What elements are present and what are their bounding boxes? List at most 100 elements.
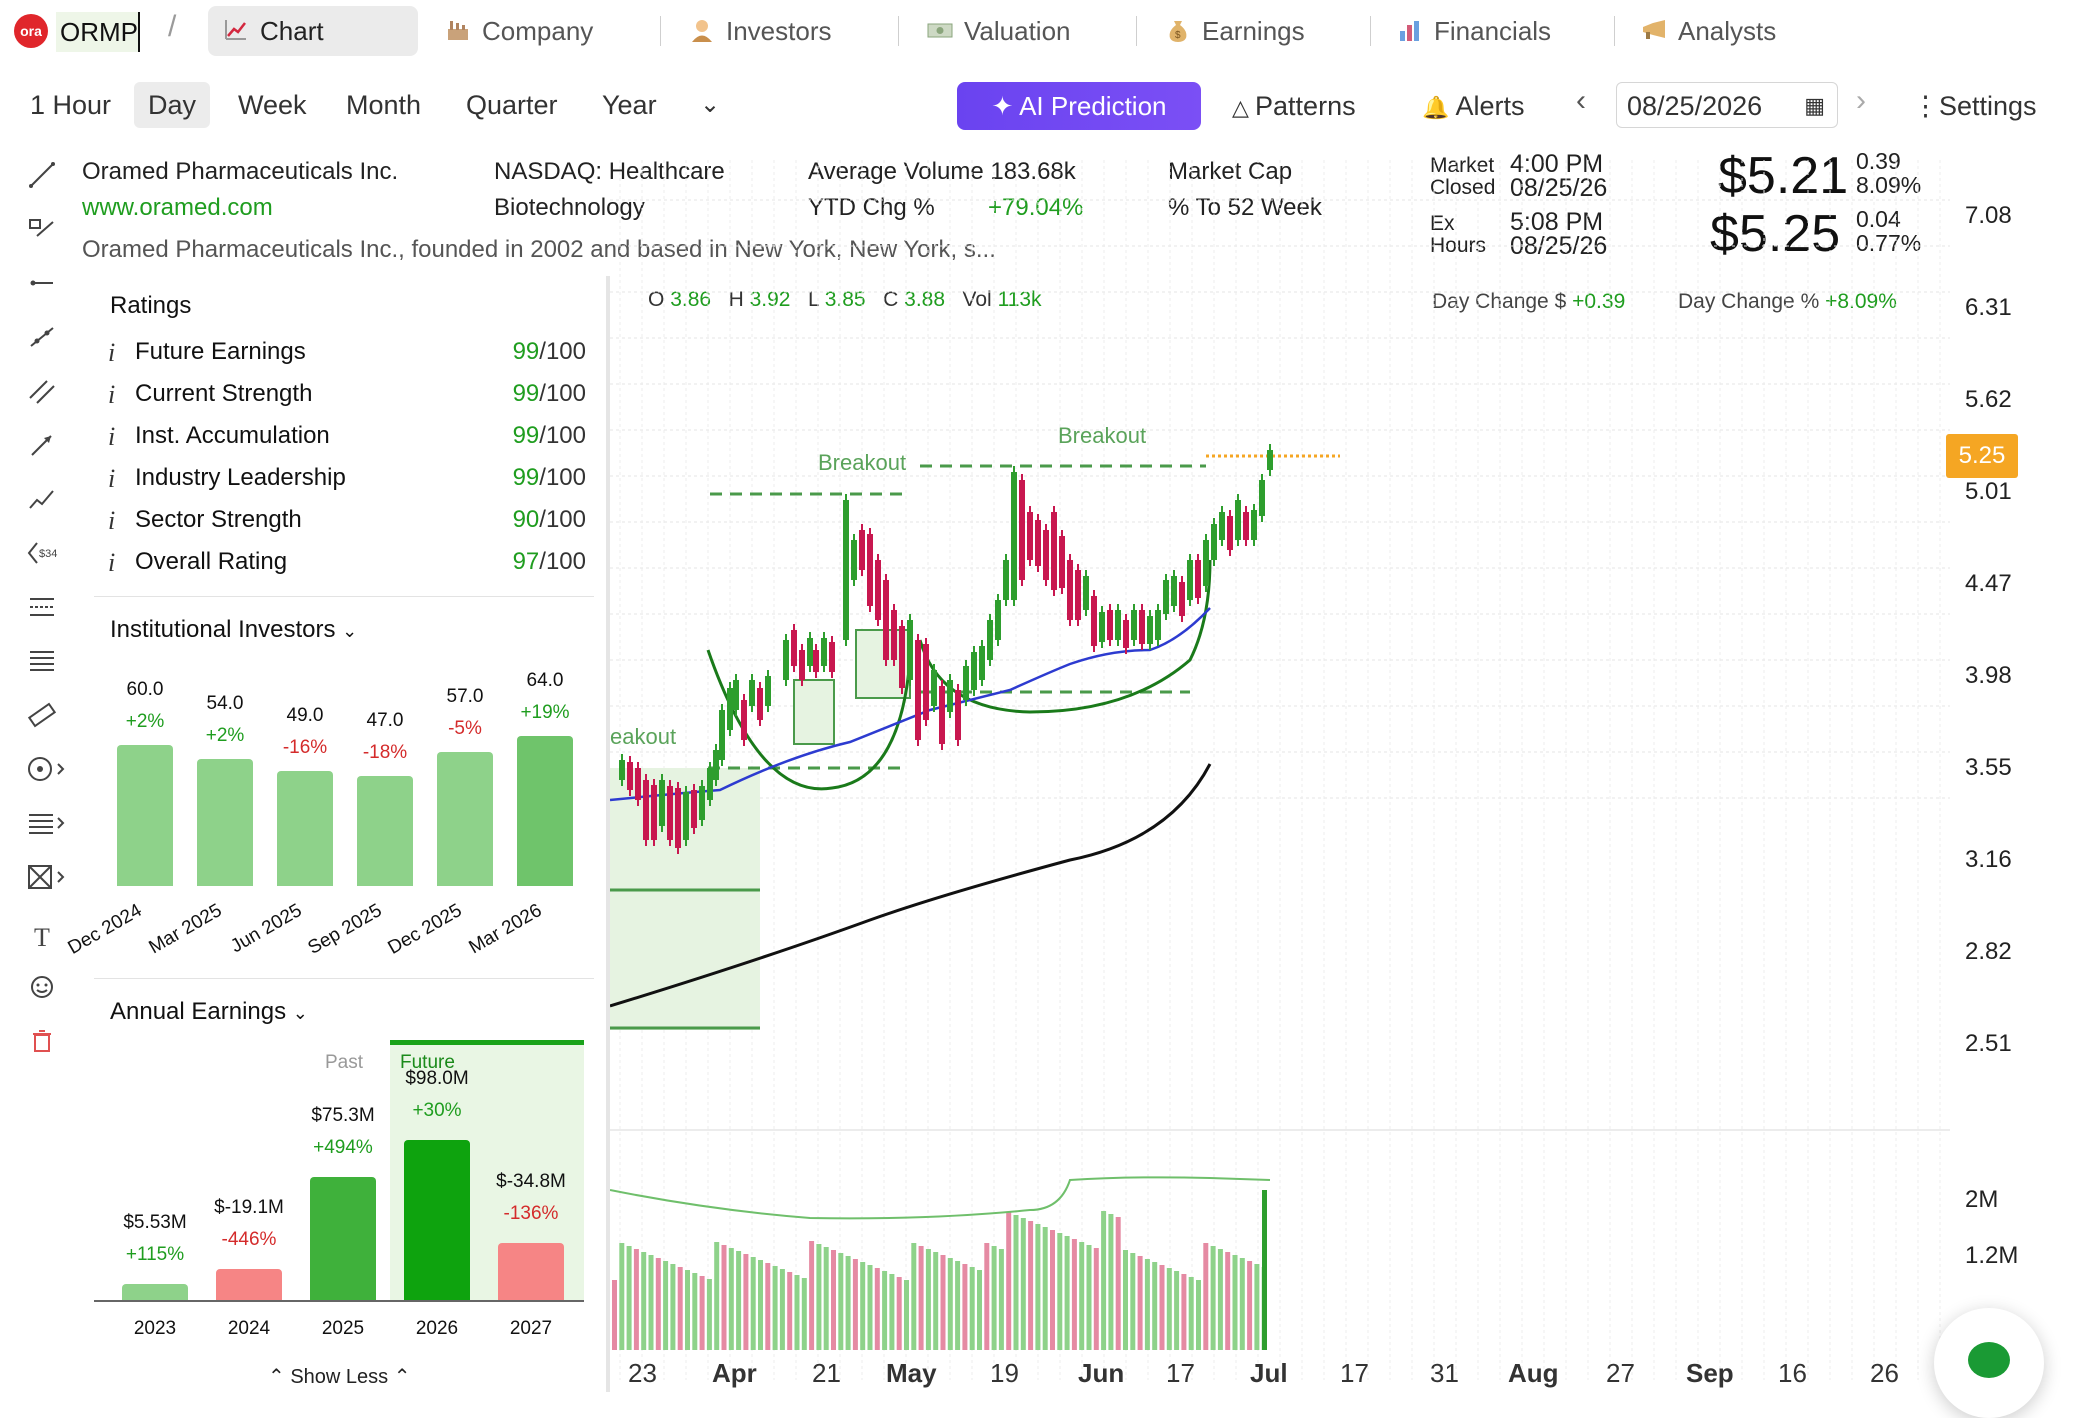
earnings-year-label: 2027 — [509, 1318, 553, 1339]
kebab-menu-icon: ⋮ — [1912, 91, 1939, 121]
volume-value: 113k — [997, 288, 1042, 311]
info-icon[interactable]: i — [108, 506, 116, 535]
rating-max: /100 — [539, 506, 586, 533]
tab-financials[interactable]: Financials — [1382, 6, 1565, 56]
timeframe-1-hour[interactable]: 1 Hour — [30, 90, 112, 120]
svg-text:$: $ — [1175, 30, 1181, 41]
rating-score: 97/100 — [512, 548, 586, 575]
ticker-search-input[interactable]: ORMP — [56, 12, 140, 52]
price-chart[interactable]: Breakout Breakout eakout — [610, 140, 1950, 1392]
timeframe-quarter[interactable]: Quarter — [466, 90, 558, 120]
extended-line-tool-icon[interactable] — [18, 322, 66, 362]
polyline-tool-icon[interactable] — [18, 484, 66, 524]
lines-menu-tool-icon[interactable] — [18, 808, 78, 848]
panel-resize-handle[interactable] — [606, 276, 610, 1392]
text-tool-icon[interactable]: T — [34, 923, 50, 952]
horizontal-line-tool-icon[interactable] — [18, 268, 66, 308]
company-website-link[interactable]: www.oramed.com — [82, 194, 273, 221]
tab-valuation[interactable]: Valuation — [912, 6, 1085, 56]
alerts-button[interactable]: 🔔 Alerts — [1422, 82, 1525, 130]
trash-delete-icon[interactable] — [18, 1026, 66, 1066]
rating-row[interactable]: i Industry Leadership 99/100 — [108, 458, 586, 498]
bell-icon: 🔔 — [1422, 95, 1456, 120]
volume-bars — [612, 1190, 1267, 1350]
fib-retracement-tool-icon[interactable] — [18, 592, 66, 632]
trendline-tool-icon[interactable] — [18, 160, 66, 200]
rating-row[interactable]: i Sector Strength 90/100 — [108, 500, 586, 540]
day-change-percent: Day Change % +8.09% — [1678, 290, 1897, 314]
arrow-tool-icon[interactable] — [18, 430, 66, 470]
info-icon[interactable]: i — [108, 422, 116, 451]
timeframe-week[interactable]: Week — [238, 90, 307, 120]
date-axis-label: 31 — [1430, 1358, 1459, 1388]
institutional-bar-change: -5% — [448, 718, 482, 740]
info-icon[interactable]: i — [108, 338, 116, 367]
ai-prediction-button[interactable]: ✦ AI Prediction — [957, 82, 1201, 130]
info-icon[interactable]: i — [108, 464, 116, 493]
price-range-tool-icon[interactable]: $34 — [18, 538, 66, 578]
chat-support-button[interactable] — [1934, 1308, 2044, 1418]
section-divider — [94, 596, 594, 597]
info-icon[interactable]: i — [108, 548, 116, 577]
tab-company[interactable]: Company — [430, 6, 607, 56]
tab-investors[interactable]: Investors — [674, 6, 846, 56]
date-prev-chevron-icon[interactable]: ‹ — [1576, 84, 1586, 117]
show-less-button[interactable]: ⌃ Show Less ⌃ — [268, 1364, 411, 1389]
settings-button[interactable]: ⋮Settings — [1912, 82, 2037, 130]
institutional-investors-title[interactable]: Institutional Investors ⌄ — [110, 616, 357, 644]
chevron-down-icon: ⌄ — [342, 621, 358, 641]
rating-row[interactable]: i Overall Rating 97/100 — [108, 542, 586, 582]
timeframe-day[interactable]: Day — [134, 82, 211, 128]
ex-hours-change-pct: 0.77% — [1856, 230, 1922, 256]
breakout-labels: Breakout Breakout eakout — [610, 423, 1146, 749]
alerts-label: Alerts — [1455, 91, 1525, 121]
emoji-tool-icon[interactable] — [18, 972, 66, 1012]
earnings-bar-value: $5.53M — [123, 1212, 187, 1233]
timeframe-year[interactable]: Year — [602, 90, 657, 120]
price-change: 0.39 — [1856, 148, 1901, 174]
fib-extension-tool-icon[interactable] — [18, 646, 66, 686]
rating-row[interactable]: i Current Strength 99/100 — [108, 374, 586, 414]
day-change-value: +0.39 — [1572, 290, 1626, 313]
tab-chart[interactable]: Chart — [208, 6, 418, 56]
date-next-chevron-icon[interactable]: › — [1856, 84, 1866, 117]
company-name: Oramed Pharmaceuticals Inc. — [82, 158, 399, 185]
info-icon[interactable]: i — [108, 380, 116, 409]
earnings-bar-value: $-34.8M — [496, 1171, 566, 1193]
rating-row[interactable]: i Inst. Accumulation 99/100 — [108, 416, 586, 456]
tab-analysts[interactable]: Analysts — [1626, 6, 1790, 56]
earnings-bar-value: $98.0M — [405, 1068, 469, 1089]
rating-row[interactable]: i Future Earnings 99/100 — [108, 332, 586, 372]
rating-score: 99/100 — [512, 338, 586, 365]
institutional-bar-value: 64.0 — [526, 670, 564, 691]
annual-earnings-title[interactable]: Annual Earnings ⌄ — [110, 998, 308, 1026]
earnings-bar-change: +494% — [313, 1137, 373, 1159]
market-cap-label: Market Cap — [1168, 158, 1293, 185]
tab-label: Financials — [1434, 16, 1552, 46]
ray-tool-icon[interactable] — [18, 214, 66, 254]
tab-label: Valuation — [964, 16, 1071, 46]
date-value: 08/25/2026 — [1627, 91, 1763, 121]
patterns-button[interactable]: △ Patterns — [1232, 82, 1356, 130]
date-picker-input[interactable]: 08/25/2026 ▦ — [1616, 82, 1838, 128]
top-tab-bar: ora ORMP / Chart Company Investors Valua… — [0, 0, 2078, 62]
date-axis-label: 23 — [628, 1358, 657, 1388]
tab-divider — [1614, 16, 1615, 46]
settings-label: Settings — [1939, 91, 2037, 121]
date-axis-label: 17 — [1340, 1358, 1369, 1388]
target-tool-icon[interactable] — [18, 754, 78, 794]
price-change-pct: 8.09% — [1856, 172, 1922, 198]
tab-earnings[interactable]: $ Earnings — [1150, 6, 1319, 56]
ruler-tool-icon[interactable] — [18, 700, 66, 740]
market-status-label-1: Market — [1430, 154, 1495, 177]
rating-label: Future Earnings — [135, 338, 306, 365]
timeframe-month[interactable]: Month — [346, 90, 422, 120]
institutional-bar-value: 47.0 — [366, 709, 404, 731]
last-price: $5.21 — [1718, 147, 1849, 205]
date-axis-label: May — [886, 1358, 937, 1388]
shapes-tool-icon[interactable] — [18, 862, 78, 902]
earnings-bar-change: +30% — [412, 1100, 462, 1121]
date-axis-label: Sep — [1686, 1358, 1734, 1388]
timeframe-more-chevron-icon[interactable]: ⌄ — [700, 91, 721, 118]
parallel-channel-tool-icon[interactable] — [18, 376, 66, 416]
